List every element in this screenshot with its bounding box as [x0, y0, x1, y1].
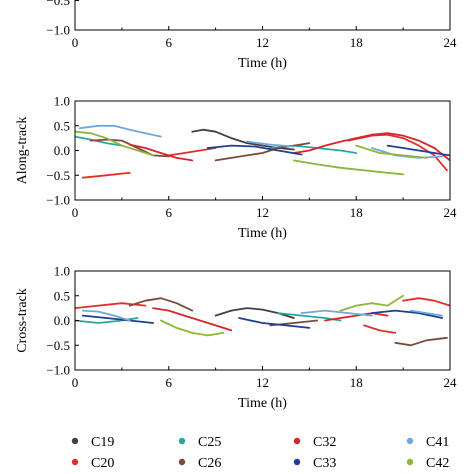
series-line-c42-3 [355, 144, 428, 159]
series-line-c42-1 [159, 319, 225, 337]
x-tick-label: 6 [166, 35, 173, 50]
series-line-c41-3 [409, 309, 444, 317]
series-group [75, 294, 450, 347]
series-line-c33-2 [238, 317, 311, 329]
x-tick-label: 18 [350, 205, 363, 220]
legend-marker-c32 [293, 437, 301, 445]
series-line-c25-1 [75, 135, 123, 147]
y-tick-label: −1.0 [46, 193, 70, 208]
series-line-c33-1 [81, 314, 155, 324]
y-axis-title: Along-track [15, 117, 30, 185]
x-tick-label: 18 [350, 375, 363, 390]
x-tick-label: 18 [350, 35, 363, 50]
plot-frame [74, 0, 451, 31]
legend-label-c20: C20 [91, 456, 114, 471]
series-line-c20-2 [167, 147, 217, 157]
y-tick-label: 0.0 [54, 313, 70, 328]
series-line-c25-1 [75, 317, 139, 324]
y-tick-label: 0.0 [54, 143, 70, 158]
legend-marker-c25 [178, 437, 186, 445]
y-axis-title: Cross-track [15, 288, 30, 353]
x-tick-label: 12 [256, 35, 269, 50]
series-line-c20-3 [402, 297, 450, 307]
series-line-c41-2 [300, 309, 373, 317]
x-tick-label: 24 [444, 35, 458, 50]
legend-label-c19: C19 [91, 435, 114, 450]
y-tick-label: −0.5 [46, 0, 70, 8]
series-line-c32-1 [128, 143, 194, 162]
legend-label-c32: C32 [313, 435, 336, 450]
x-tick-label: 24 [444, 205, 458, 220]
series-group [75, 124, 450, 179]
y-tick-label: −1.0 [46, 23, 70, 38]
legend-label-c25: C25 [198, 435, 221, 450]
series-line-c20-1 [81, 171, 131, 179]
x-tick-label: 0 [72, 375, 79, 390]
x-tick-label: 0 [72, 205, 79, 220]
legend-marker-c42 [406, 458, 414, 466]
x-axis-title: Time (h) [238, 56, 287, 71]
x-tick-label: 12 [256, 205, 269, 220]
series-line-c41-1 [81, 309, 131, 322]
series-line-extra-1 [394, 336, 448, 347]
x-tick-label: 24 [444, 375, 458, 390]
chart-panel-1: 0 6 12 18 24 −0.5 −1.0 Time (h) [46, 0, 457, 71]
legend-label-c33: C33 [313, 456, 336, 471]
series-line-c26-1 [128, 297, 194, 312]
y-tick-label: −1.0 [46, 363, 70, 378]
series-line-c42-2 [339, 294, 405, 312]
series-line-c32-2 [324, 312, 389, 322]
plot-frame [74, 100, 451, 201]
legend-marker-c19 [71, 437, 79, 445]
series-line-c41-1 [78, 124, 162, 138]
y-tick-label: 0.5 [54, 288, 70, 303]
x-tick-label: 6 [166, 375, 173, 390]
series-line-c42-1 [75, 130, 155, 157]
series-line-c33-3 [370, 309, 444, 319]
x-tick-label: 0 [72, 35, 79, 50]
legend-label-c41: C41 [426, 435, 449, 450]
y-tick-label: 1.0 [54, 264, 70, 279]
series-line-c33-2 [386, 144, 450, 157]
legend-marker-c26 [178, 458, 186, 466]
y-tick-label: −0.5 [46, 338, 70, 353]
legend: C19 C25 C32 C41 C20 C26 C33 C42 [71, 435, 449, 471]
chart-panel-2: 0 6 12 18 24 1.0 0.5 0.0 −0.5 −1.0 Time (h) Along-t… [15, 94, 457, 242]
chart-panel-3: 0 6 12 18 24 1.0 0.5 0.0 −0.5 −1.0 Time (h) Cross-t… [15, 264, 457, 412]
legend-marker-c33 [293, 458, 301, 466]
series-line-c42-2 [292, 159, 405, 176]
y-tick-label: 1.0 [54, 94, 70, 109]
legend-marker-c20 [71, 458, 79, 466]
x-axis-title: Time (h) [238, 396, 287, 411]
x-axis-title: Time (h) [238, 226, 287, 241]
series-line-c32-2 [292, 132, 450, 162]
series-line-c32-1 [152, 307, 233, 332]
series-line-c33-1 [206, 144, 303, 156]
legend-marker-c41 [406, 437, 414, 445]
legend-label-c42: C42 [426, 456, 449, 471]
x-tick-label: 12 [256, 375, 269, 390]
y-tick-label: −0.5 [46, 168, 70, 183]
x-tick-label: 6 [166, 205, 173, 220]
y-tick-label: 0.5 [54, 118, 70, 133]
series-line-c41-2 [245, 140, 295, 148]
legend-label-c26: C26 [198, 456, 221, 471]
series-line-c20-2 [363, 324, 397, 334]
